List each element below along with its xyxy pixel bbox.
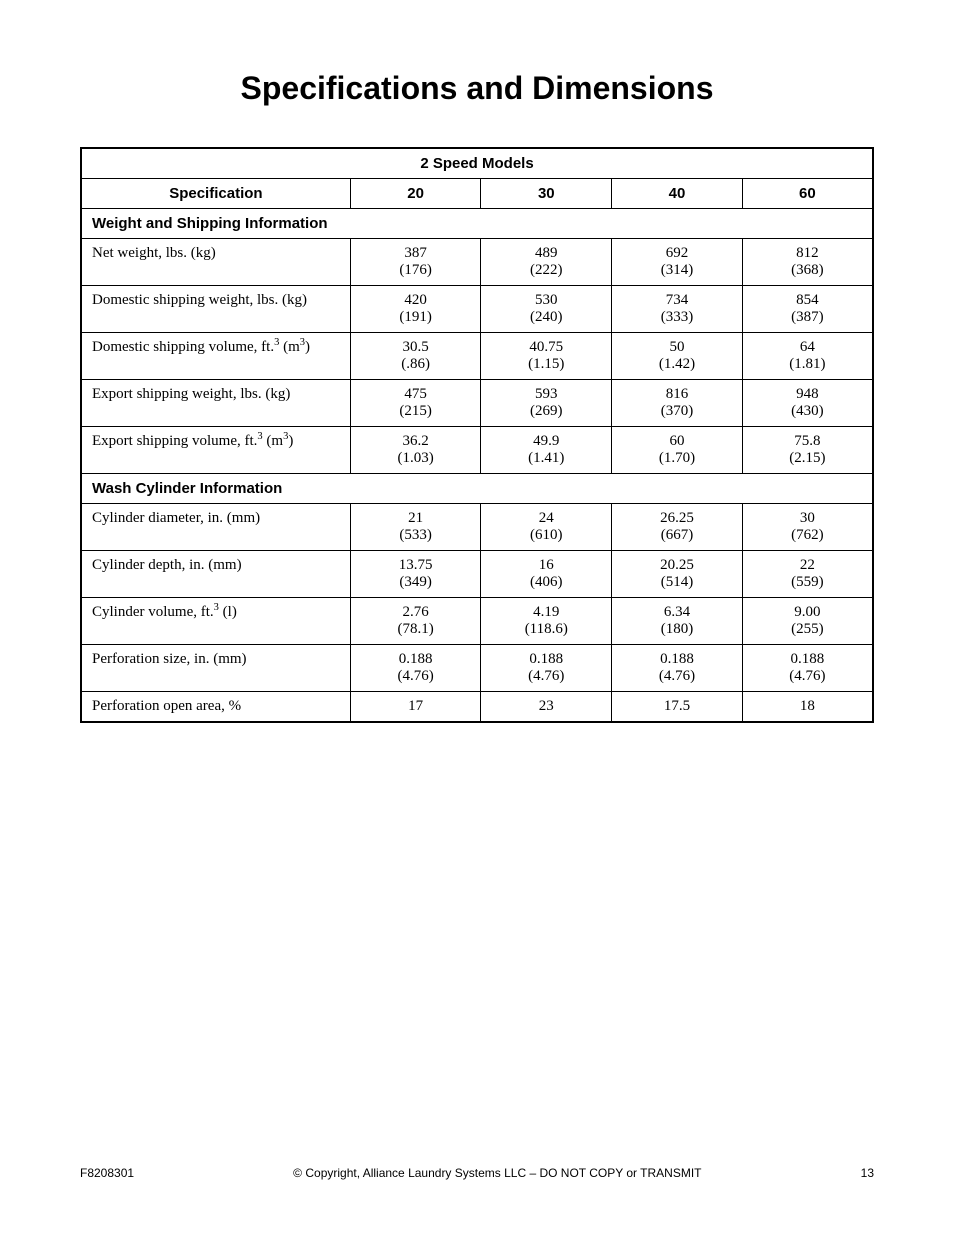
spec-value: 60(1.70) (612, 427, 743, 474)
spec-value: 49.9(1.41) (481, 427, 612, 474)
doc-id: F8208301 (80, 1166, 134, 1180)
spec-label: Domestic shipping weight, lbs. (kg) (81, 286, 350, 333)
table-row: Net weight, lbs. (kg)387(176)489(222)692… (81, 239, 873, 286)
spec-value: 0.188(4.76) (350, 645, 481, 692)
spec-value: 0.188(4.76) (742, 645, 873, 692)
spec-label: Domestic shipping volume, ft.3 (m3) (81, 333, 350, 380)
spec-value: 812(368) (742, 239, 873, 286)
spec-value: 593(269) (481, 380, 612, 427)
spec-value: 4.19(118.6) (481, 598, 612, 645)
table-row: Export shipping weight, lbs. (kg)475(215… (81, 380, 873, 427)
spec-value: 75.8(2.15) (742, 427, 873, 474)
table-body: Weight and Shipping InformationNet weigh… (81, 209, 873, 723)
table-row: Perforation open area, %172317.518 (81, 692, 873, 723)
table-row: Cylinder volume, ft.3 (l)2.76(78.1)4.19(… (81, 598, 873, 645)
table-row: Cylinder depth, in. (mm)13.75(349)16(406… (81, 551, 873, 598)
table-title: 2 Speed Models (81, 148, 873, 179)
spec-value: 24(610) (481, 504, 612, 551)
spec-value: 387(176) (350, 239, 481, 286)
spec-label: Perforation open area, % (81, 692, 350, 723)
spec-value: 17 (350, 692, 481, 723)
table-row: Cylinder diameter, in. (mm)21(533)24(610… (81, 504, 873, 551)
spec-value: 30(762) (742, 504, 873, 551)
spec-value: 734(333) (612, 286, 743, 333)
spec-value: 20.25(514) (612, 551, 743, 598)
spec-value: 40.75(1.15) (481, 333, 612, 380)
spec-value: 0.188(4.76) (481, 645, 612, 692)
spec-value: 36.2(1.03) (350, 427, 481, 474)
table-header-row: Specification 20304060 (81, 179, 873, 209)
spec-value: 9.00(255) (742, 598, 873, 645)
spec-value: 21(533) (350, 504, 481, 551)
spec-value: 816(370) (612, 380, 743, 427)
section-header: Wash Cylinder Information (81, 474, 873, 504)
spec-value: 26.25(667) (612, 504, 743, 551)
spec-value: 64(1.81) (742, 333, 873, 380)
page-number: 13 (861, 1166, 874, 1180)
spec-col-header: Specification (81, 179, 350, 209)
spec-value: 18 (742, 692, 873, 723)
spec-value: 23 (481, 692, 612, 723)
spec-value: 420(191) (350, 286, 481, 333)
spec-value: 50(1.42) (612, 333, 743, 380)
spec-value: 13.75(349) (350, 551, 481, 598)
model-header-60: 60 (742, 179, 873, 209)
copyright-text: © Copyright, Alliance Laundry Systems LL… (134, 1166, 861, 1180)
spec-value: 475(215) (350, 380, 481, 427)
spec-value: 2.76(78.1) (350, 598, 481, 645)
section-header: Weight and Shipping Information (81, 209, 873, 239)
table-row: Export shipping volume, ft.3 (m3)36.2(1.… (81, 427, 873, 474)
spec-value: 489(222) (481, 239, 612, 286)
spec-value: 854(387) (742, 286, 873, 333)
spec-label: Cylinder depth, in. (mm) (81, 551, 350, 598)
page-title: Specifications and Dimensions (80, 70, 874, 107)
model-header-40: 40 (612, 179, 743, 209)
table-row: Domestic shipping weight, lbs. (kg)420(1… (81, 286, 873, 333)
spec-value: 692(314) (612, 239, 743, 286)
spec-value: 530(240) (481, 286, 612, 333)
spec-label: Export shipping volume, ft.3 (m3) (81, 427, 350, 474)
spec-value: 6.34(180) (612, 598, 743, 645)
page-footer: F8208301 © Copyright, Alliance Laundry S… (80, 1166, 874, 1180)
table-row: Perforation size, in. (mm)0.188(4.76)0.1… (81, 645, 873, 692)
spec-label: Cylinder volume, ft.3 (l) (81, 598, 350, 645)
spec-value: 948(430) (742, 380, 873, 427)
spec-label: Cylinder diameter, in. (mm) (81, 504, 350, 551)
table-row: Domestic shipping volume, ft.3 (m3)30.5(… (81, 333, 873, 380)
spec-value: 0.188(4.76) (612, 645, 743, 692)
spec-value: 17.5 (612, 692, 743, 723)
spec-label: Perforation size, in. (mm) (81, 645, 350, 692)
spec-label: Net weight, lbs. (kg) (81, 239, 350, 286)
spec-value: 16(406) (481, 551, 612, 598)
model-header-30: 30 (481, 179, 612, 209)
spec-label: Export shipping weight, lbs. (kg) (81, 380, 350, 427)
specifications-table: 2 Speed Models Specification 20304060 We… (80, 147, 874, 723)
spec-value: 22(559) (742, 551, 873, 598)
spec-value: 30.5(.86) (350, 333, 481, 380)
model-header-20: 20 (350, 179, 481, 209)
